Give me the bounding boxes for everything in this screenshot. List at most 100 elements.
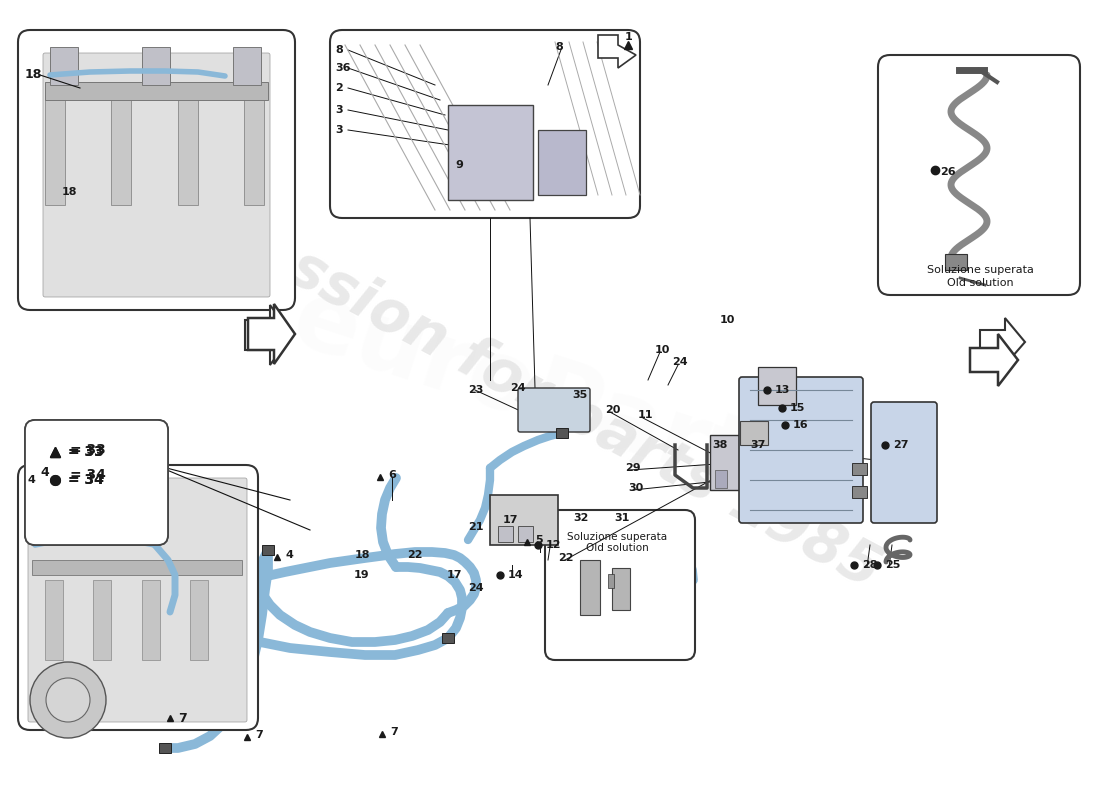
Bar xyxy=(244,95,264,205)
Text: 35: 35 xyxy=(572,390,587,400)
Text: 2: 2 xyxy=(336,83,343,93)
Text: 18: 18 xyxy=(25,69,43,82)
Text: 3: 3 xyxy=(336,125,342,135)
Polygon shape xyxy=(970,334,1018,386)
Bar xyxy=(498,526,513,542)
Bar xyxy=(190,580,208,660)
Text: 29: 29 xyxy=(625,463,640,473)
Text: 19: 19 xyxy=(354,570,370,580)
Text: 9: 9 xyxy=(455,160,463,170)
Text: 17: 17 xyxy=(503,515,518,525)
FancyBboxPatch shape xyxy=(739,377,864,523)
FancyBboxPatch shape xyxy=(25,420,168,545)
Text: = 34: = 34 xyxy=(70,468,106,482)
Polygon shape xyxy=(245,305,292,365)
Text: 32: 32 xyxy=(573,513,588,523)
Text: 31: 31 xyxy=(614,513,629,523)
Text: = 33: = 33 xyxy=(70,443,106,457)
Text: 36: 36 xyxy=(336,63,351,73)
Text: 28: 28 xyxy=(862,560,878,570)
Bar xyxy=(111,95,131,205)
Text: 38: 38 xyxy=(712,440,727,450)
Text: 17: 17 xyxy=(447,570,462,580)
Text: 16: 16 xyxy=(793,420,808,430)
Bar xyxy=(710,435,760,490)
Bar xyxy=(538,130,586,195)
Text: 8: 8 xyxy=(556,42,563,52)
Text: 15: 15 xyxy=(790,403,805,413)
Bar xyxy=(608,574,614,588)
Text: 27: 27 xyxy=(893,440,909,450)
Text: 18: 18 xyxy=(355,550,371,560)
Bar xyxy=(262,545,274,555)
Text: passion for parts 1985: passion for parts 1985 xyxy=(209,201,891,599)
Bar xyxy=(45,82,268,100)
Text: Soluzione superata: Soluzione superata xyxy=(566,532,667,542)
Text: 13: 13 xyxy=(776,385,791,395)
Text: 30: 30 xyxy=(628,483,643,493)
FancyBboxPatch shape xyxy=(330,30,640,218)
Bar xyxy=(160,743,170,753)
Text: 11: 11 xyxy=(638,410,653,420)
Polygon shape xyxy=(248,304,295,364)
Text: 5: 5 xyxy=(535,535,542,545)
Text: 24: 24 xyxy=(510,383,526,393)
FancyBboxPatch shape xyxy=(25,420,168,545)
Text: 26: 26 xyxy=(940,167,956,177)
Bar xyxy=(448,105,534,200)
Text: 25: 25 xyxy=(886,560,901,570)
Bar xyxy=(715,470,727,488)
Text: Old solution: Old solution xyxy=(585,543,648,553)
Text: 22: 22 xyxy=(558,553,573,563)
FancyBboxPatch shape xyxy=(18,465,258,730)
Text: 4: 4 xyxy=(285,550,293,560)
Text: 22: 22 xyxy=(407,550,422,560)
FancyBboxPatch shape xyxy=(43,53,270,297)
Text: 6: 6 xyxy=(388,470,396,480)
Bar xyxy=(45,95,65,205)
Text: Old solution: Old solution xyxy=(947,278,1013,288)
Bar xyxy=(50,47,78,85)
Text: 3: 3 xyxy=(336,105,342,115)
FancyBboxPatch shape xyxy=(878,55,1080,295)
Text: 24: 24 xyxy=(672,357,688,367)
Circle shape xyxy=(46,678,90,722)
Bar xyxy=(142,580,160,660)
FancyBboxPatch shape xyxy=(518,388,590,432)
Text: 10: 10 xyxy=(720,315,736,325)
Text: = 33: = 33 xyxy=(68,445,103,459)
Bar xyxy=(45,580,63,660)
Polygon shape xyxy=(980,318,1025,365)
Text: = 34: = 34 xyxy=(68,473,103,487)
Text: 37: 37 xyxy=(750,440,766,450)
Text: 12: 12 xyxy=(546,540,561,550)
Bar xyxy=(142,47,169,85)
FancyBboxPatch shape xyxy=(28,478,248,722)
Text: 10: 10 xyxy=(654,345,670,355)
Text: 20: 20 xyxy=(605,405,620,415)
Text: 14: 14 xyxy=(508,570,524,580)
Text: 7: 7 xyxy=(255,730,263,740)
Bar xyxy=(518,526,534,542)
Text: 8: 8 xyxy=(336,45,343,55)
Bar xyxy=(612,568,630,610)
Text: = 33: = 33 xyxy=(68,445,103,459)
Bar xyxy=(556,428,568,438)
Bar xyxy=(945,254,967,270)
FancyBboxPatch shape xyxy=(871,402,937,523)
Text: 7: 7 xyxy=(178,711,187,725)
Bar xyxy=(32,560,242,575)
Bar xyxy=(442,633,454,643)
Bar xyxy=(758,367,796,405)
Polygon shape xyxy=(598,35,636,68)
Bar xyxy=(233,47,261,85)
Bar xyxy=(178,95,198,205)
Bar xyxy=(740,421,768,445)
Text: Soluzione superata: Soluzione superata xyxy=(926,265,1033,275)
Bar xyxy=(94,580,111,660)
Bar xyxy=(490,495,558,545)
Bar xyxy=(852,463,867,475)
FancyBboxPatch shape xyxy=(544,510,695,660)
Text: 24: 24 xyxy=(468,583,484,593)
Circle shape xyxy=(30,662,106,738)
